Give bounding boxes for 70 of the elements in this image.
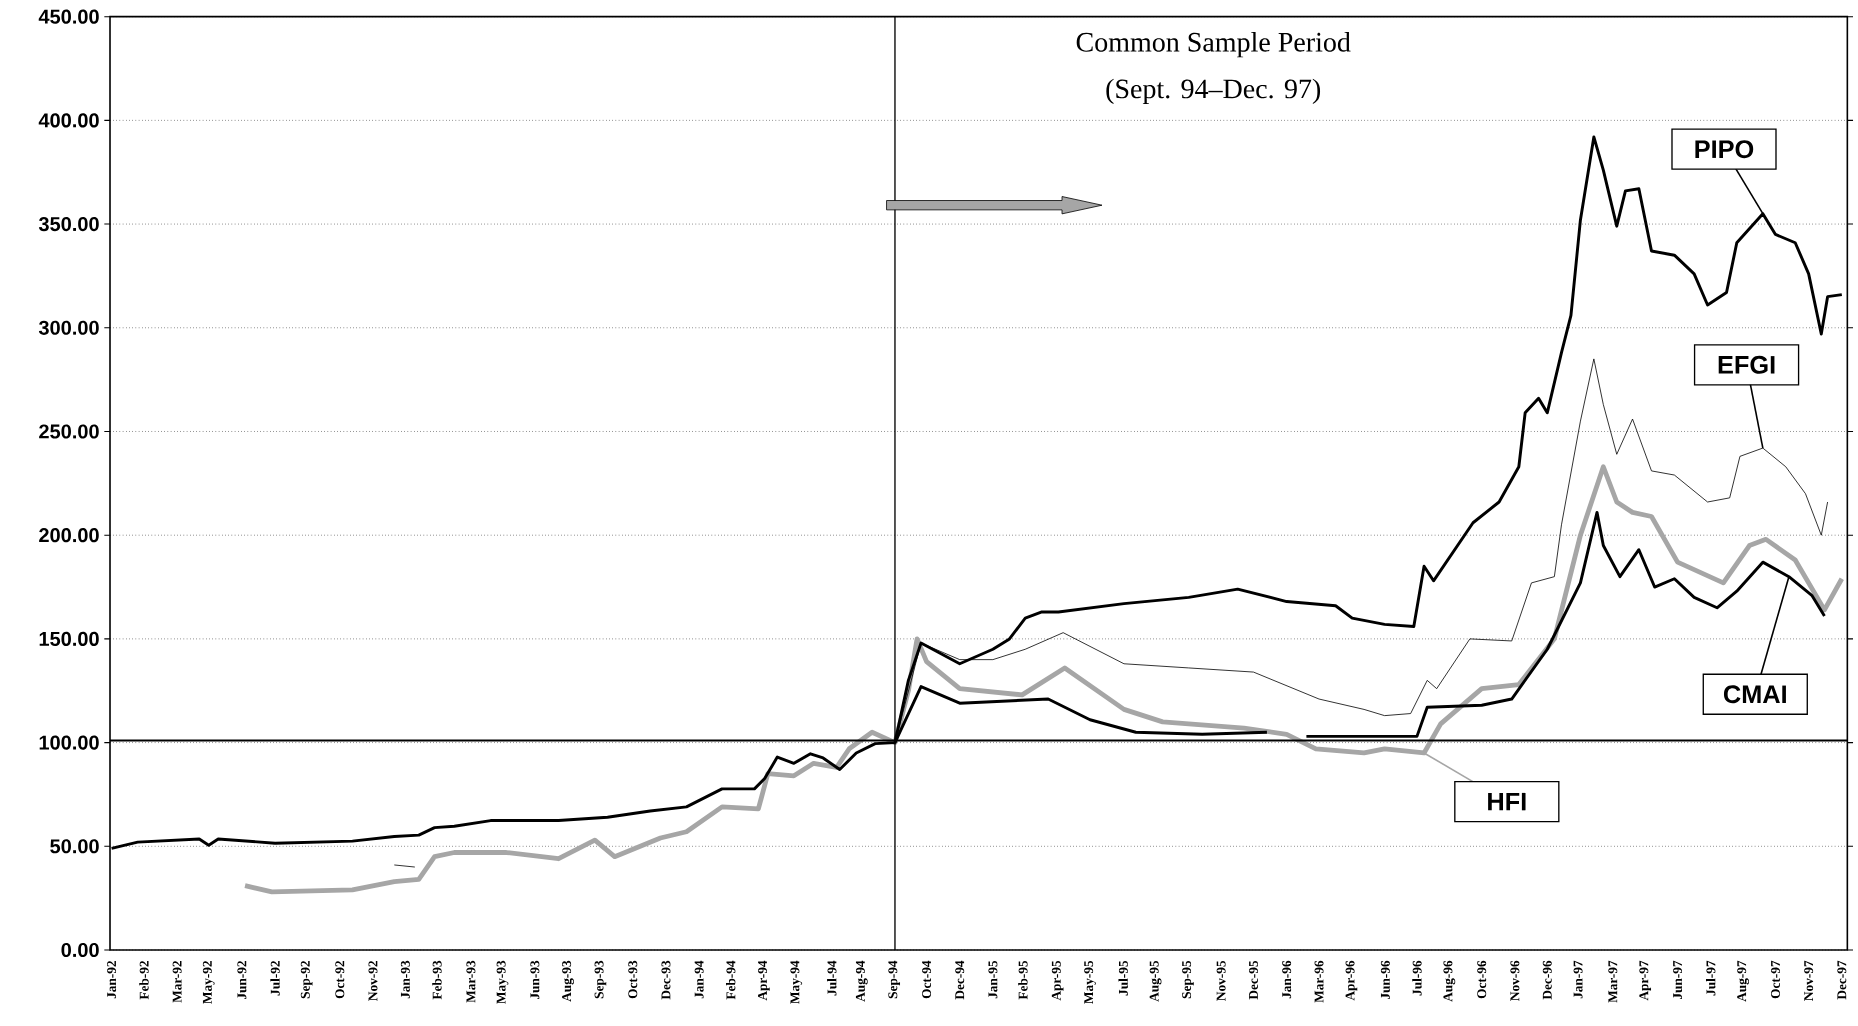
x-tick-label: Dec-93 [661, 960, 671, 1000]
x-tick-label: Jan-97 [1573, 960, 1583, 999]
x-tick-label: Jul-94 [827, 960, 837, 996]
y-tick-label: 50.00 [50, 839, 99, 854]
x-tick-label: Jan-95 [988, 960, 998, 999]
x-tick-label: Nov-95 [1216, 960, 1226, 1001]
y-tick-label: 100.00 [39, 735, 99, 750]
x-tick-label: Feb-94 [726, 960, 736, 1000]
legend-label: HFI [1488, 792, 1526, 811]
x-tick-label: May-94 [790, 960, 803, 1004]
x-tick-label: Feb-95 [1018, 960, 1028, 1000]
x-tick-label: Dec-97 [1837, 960, 1847, 1000]
x-tick-label: Jan-92 [107, 960, 117, 999]
x-tick-label: Jan-94 [694, 960, 704, 999]
text: EFGI [1718, 355, 1775, 374]
annotation: Common Sample Period [1076, 31, 1351, 58]
x-tick-label: Oct-97 [1771, 960, 1780, 999]
x-tick-label: Aug-97 [1737, 960, 1749, 1002]
x-tick-label: Jun-93 [530, 960, 540, 1000]
text: PIPO [1695, 140, 1754, 159]
x-tick-label: Oct-94 [922, 960, 932, 999]
x-tick-label: May-92 [202, 960, 215, 1004]
x-tick-label: Jan-96 [1282, 960, 1292, 999]
annotation: (Sept. 94–Dec. 97) [1106, 78, 1321, 105]
x-tick-label: Jul-96 [1412, 960, 1422, 996]
x-tick-label: Nov-92 [368, 960, 378, 1001]
text: CMAI [1723, 685, 1786, 704]
x-tick-label: Mar-97 [1608, 960, 1618, 1003]
x-tick-label: Jun-97 [1673, 960, 1683, 1000]
x-tick-label: Sep-92 [300, 960, 313, 999]
x-tick-label: Nov-97 [1804, 960, 1814, 1001]
x-tick-label: Apr-97 [1639, 960, 1652, 1001]
x-tick-label: Apr-96 [1345, 960, 1358, 1001]
x-tick-label: Mar-93 [466, 960, 476, 1003]
x-tick-label: Nov-96 [1510, 960, 1520, 1001]
x-tick-label: Dec-94 [955, 960, 965, 1000]
x-tick-label: Oct-96 [1477, 960, 1487, 999]
x-tick-label: Jun-92 [237, 960, 247, 1000]
y-tick-label: 0.00 [61, 942, 99, 958]
x-tick-label: Sep-93 [594, 960, 607, 999]
x-tick-label: Jul-92 [270, 960, 280, 996]
y-tick-label: 450.00 [38, 9, 99, 24]
y-tick-label: 250.00 [39, 424, 99, 439]
y-tick-label: 150.00 [39, 631, 99, 646]
x-tick-label: Sep-94 [888, 960, 901, 999]
x-tick-label: Oct-93 [628, 960, 638, 999]
x-tick-label: Jul-95 [1118, 960, 1128, 996]
x-tick-label: Aug-94 [855, 960, 868, 1002]
x-tick-label: Apr-95 [1051, 960, 1064, 1001]
x-tick-label: Aug-93 [562, 960, 574, 1002]
y-tick-label: 400.00 [38, 113, 99, 128]
x-tick-label: Feb-92 [139, 960, 149, 1000]
x-tick-label: Apr-94 [758, 960, 770, 1001]
x-tick-label: Dec-96 [1542, 960, 1552, 1000]
x-tick-label: Jun-96 [1380, 960, 1390, 1000]
x-tick-label: Mar-92 [172, 960, 182, 1003]
x-tick-label: Sep-95 [1182, 960, 1194, 999]
x-tick-label: May-93 [496, 960, 509, 1004]
x-tick-label: Jan-93 [400, 960, 410, 999]
x-tick-label: Mar-96 [1314, 960, 1324, 1003]
y-tick-label: 350.00 [38, 216, 99, 232]
x-tick-label: May-95 [1084, 960, 1096, 1004]
x-tick-label: Oct-92 [335, 960, 345, 999]
x-tick-label: Jul-97 [1706, 960, 1716, 996]
y-tick-label: 300.00 [38, 320, 99, 335]
x-tick-label: Feb-93 [432, 960, 442, 1000]
x-tick-label: Aug-95 [1149, 960, 1162, 1002]
y-tick-label: 200.00 [39, 528, 99, 543]
x-tick-label: Dec-95 [1249, 960, 1258, 1000]
x-tick-label: Aug-96 [1443, 960, 1456, 1002]
